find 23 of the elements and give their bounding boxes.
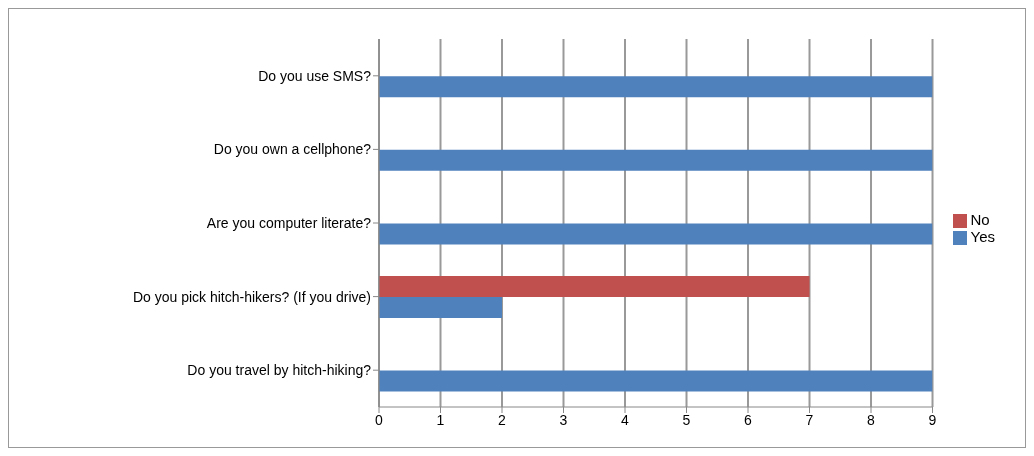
x-tick-label: 4	[621, 411, 630, 428]
legend-label: No	[970, 210, 990, 228]
bar	[379, 149, 933, 171]
x-tick-label: 0	[375, 411, 384, 428]
x-tick-label: 9	[928, 411, 937, 428]
bar	[379, 370, 933, 392]
y-tick-label: Do you own a cellphone?	[213, 141, 372, 158]
bar	[379, 223, 933, 245]
x-tick-label: 8	[867, 411, 876, 428]
x-tick-label: 6	[744, 411, 753, 428]
bar	[379, 275, 810, 297]
x-tick-label: 2	[498, 411, 507, 428]
legend-label: Yes	[970, 228, 995, 245]
bar	[379, 296, 502, 318]
bar	[379, 76, 933, 98]
y-tick-label: Do you use SMS?	[258, 67, 372, 84]
y-tick-label: Are you computer literate?	[206, 214, 372, 231]
x-tick-label: 1	[436, 411, 445, 428]
x-tick-label: 7	[805, 411, 814, 428]
x-tick-label: 5	[682, 411, 691, 428]
y-tick-label: Do you pick hitch-hikers? (If you drive)	[132, 288, 371, 305]
y-tick-label: Do you travel by hitch-hiking?	[187, 362, 372, 379]
x-tick-label: 3	[559, 411, 568, 428]
